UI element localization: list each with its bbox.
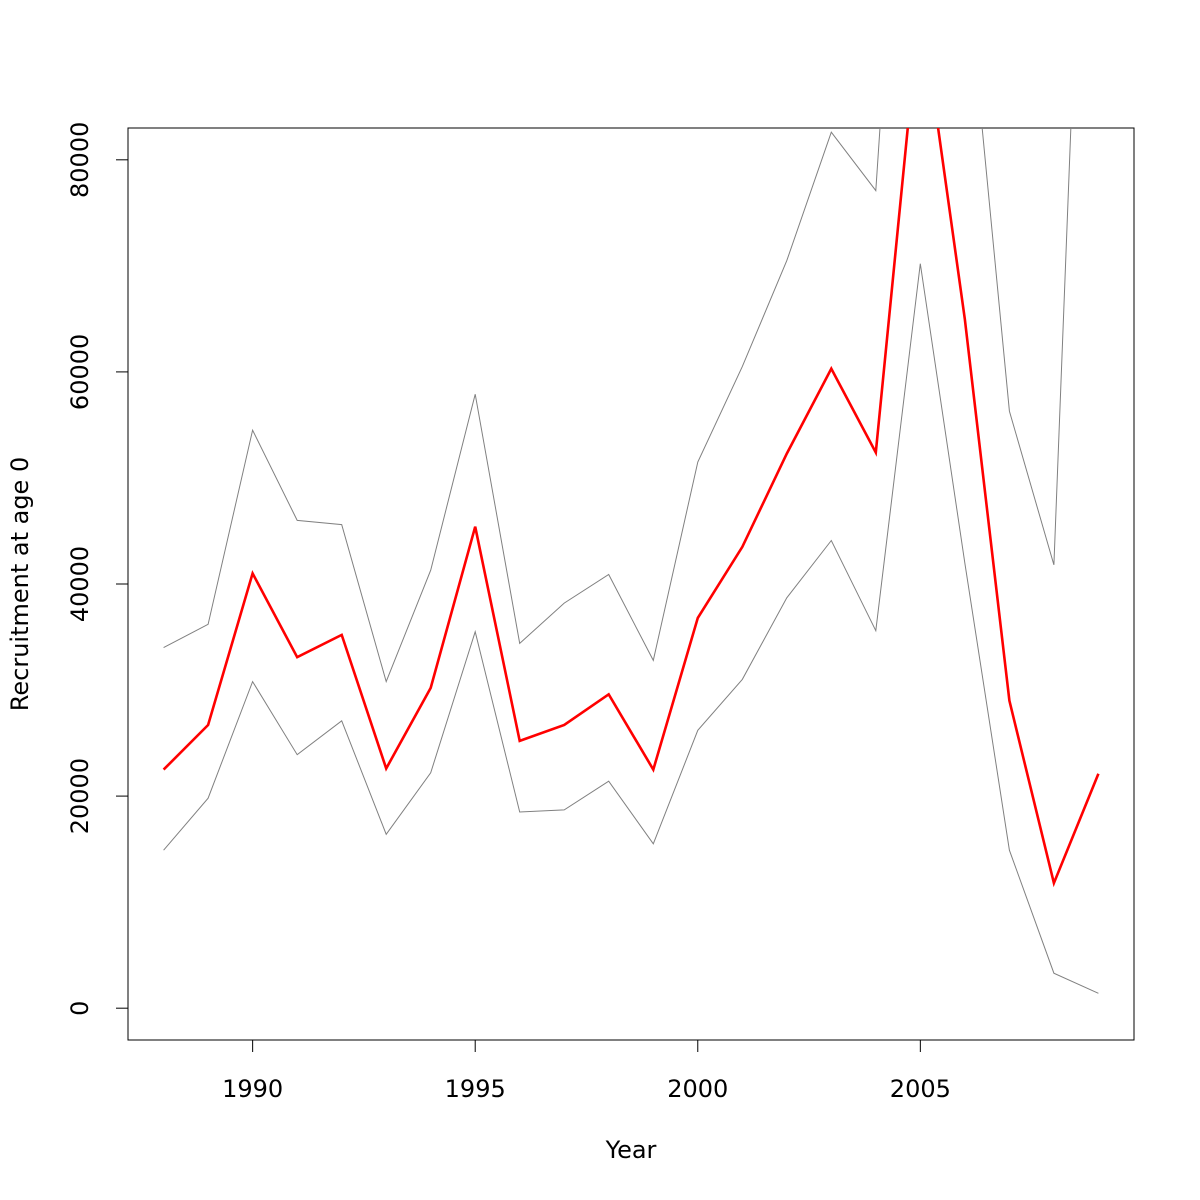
x-tick-label: 2005 (890, 1075, 951, 1103)
x-tick-label: 2000 (667, 1075, 728, 1103)
x-axis: 1990 1995 2000 2005 (222, 1039, 951, 1103)
y-tick-label: 20000 (66, 758, 94, 834)
x-axis-label: Year (605, 1136, 657, 1164)
y-tick-label: 40000 (66, 546, 94, 622)
y-axis-label: Recruitment at age 0 (6, 457, 34, 711)
lower-bound-line (163, 263, 1099, 994)
y-tick-label: 80000 (66, 122, 94, 198)
y-axis: 0 20000 40000 60000 80000 (66, 122, 129, 1016)
series-layer (162, 128, 1100, 994)
estimate-line (162, 128, 1100, 888)
plot-frame (127, 127, 1135, 1041)
x-tick-label: 1990 (222, 1075, 283, 1103)
upper-bound-line (163, 128, 1072, 684)
y-tick-label: 60000 (66, 334, 94, 410)
x-tick-label: 1995 (445, 1075, 506, 1103)
y-tick-label: 0 (66, 1001, 94, 1016)
